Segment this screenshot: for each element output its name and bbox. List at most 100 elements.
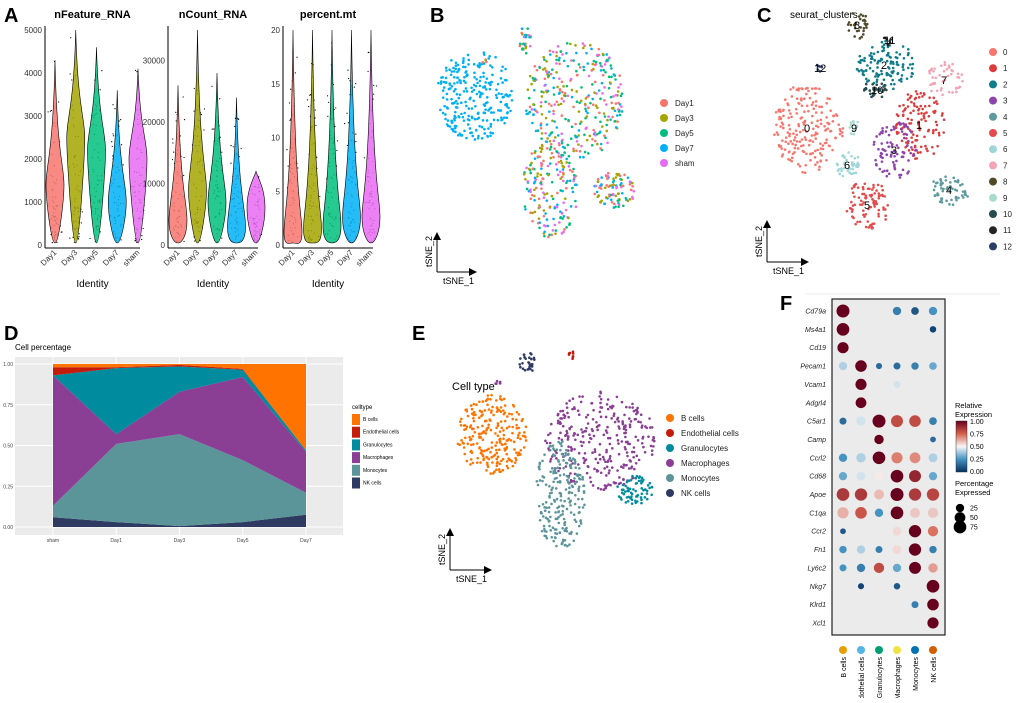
tsne-point (915, 92, 919, 96)
tsne-point (885, 73, 889, 77)
tsne-point (859, 203, 862, 206)
tsne-point (610, 200, 614, 204)
tsne-point (457, 96, 461, 100)
tsne-point (586, 465, 590, 469)
tsne-point (842, 162, 846, 166)
violin-point (230, 162, 232, 164)
tsne-point (793, 136, 797, 139)
tsne-point (880, 82, 884, 86)
tsne-point (931, 76, 934, 79)
expression-dot (891, 452, 903, 464)
tsne-point (911, 62, 915, 66)
tsne-point (605, 431, 609, 434)
tsne-point (882, 78, 886, 82)
tsne-point (496, 460, 499, 464)
tsne-point (808, 96, 812, 100)
tsne-point (849, 23, 853, 27)
tsne-point (800, 116, 804, 119)
tsne-point (607, 75, 611, 79)
tsne-point (856, 186, 860, 189)
tsne-point (458, 420, 462, 423)
y-tick-label: 4000 (24, 69, 42, 78)
tsne-point (536, 172, 540, 175)
tsne-point (862, 187, 865, 191)
tsne-point (939, 179, 943, 183)
color-scale-tick: 0.75 (970, 432, 984, 439)
tsne-point (549, 470, 552, 474)
tsne-point (561, 424, 565, 428)
tsne-point (807, 89, 810, 93)
tsne-point (612, 73, 616, 76)
tsne-point (599, 147, 602, 150)
tsne-point (456, 70, 459, 74)
tsne-point (605, 184, 608, 187)
tsne-point (614, 126, 618, 129)
tsne-point (641, 480, 644, 483)
tsne-point (961, 190, 965, 193)
tsne-point (564, 186, 568, 190)
tsne-point (881, 129, 884, 133)
tsne-point (781, 153, 785, 156)
tsne-point (953, 179, 957, 183)
tsne-point (558, 221, 561, 224)
tsne-point (876, 62, 879, 65)
tsne-point (947, 66, 951, 69)
tsne-point (473, 138, 477, 141)
tsne-point (486, 101, 489, 104)
tsne-point (524, 46, 527, 50)
tsne-point (445, 98, 449, 101)
tsne-point (859, 13, 863, 16)
violin-point (112, 155, 114, 157)
tsne-point (862, 26, 866, 30)
violin-sham (128, 68, 148, 244)
tsne-point (579, 99, 583, 103)
tsne-point (626, 500, 630, 503)
tsne-point (853, 195, 856, 198)
tsne-point (460, 112, 463, 116)
tsne-point (530, 108, 534, 111)
tsne-point (531, 167, 535, 170)
tsne-point (900, 77, 903, 81)
tsne-point (537, 197, 541, 201)
y-tick-label: 20000 (143, 118, 166, 127)
tsne-point (812, 107, 816, 111)
tsne-point (923, 105, 927, 108)
tsne-point (559, 189, 563, 192)
tsne-point (858, 220, 862, 224)
tsne-point (577, 134, 580, 137)
x-tick-label: Day3 (60, 248, 80, 268)
tsne-point (530, 365, 534, 368)
tsne-point (548, 445, 552, 448)
tsne-point (490, 446, 494, 449)
tsne-point (444, 81, 448, 84)
tsne-point (605, 129, 609, 133)
expression-dot (926, 488, 940, 501)
tsne-point (921, 95, 924, 98)
tsne-point (479, 75, 482, 79)
tsne-point (605, 58, 609, 62)
tsne-point (787, 116, 790, 120)
expression-dot (874, 434, 884, 445)
tsne-point (640, 424, 644, 427)
tsne-point (795, 97, 799, 100)
tsne-point (466, 414, 470, 418)
tsne-point (910, 118, 913, 122)
tsne-point (891, 142, 894, 146)
tsne-point (551, 197, 555, 201)
tsne-point (476, 117, 479, 121)
tsne-point (573, 502, 577, 506)
violin-point (112, 135, 115, 137)
tsne-point (544, 100, 547, 104)
tsne-point (593, 63, 597, 67)
legend-swatch (660, 159, 668, 167)
tsne-point (520, 31, 523, 35)
tsne-point (505, 111, 509, 115)
tsne-point (462, 89, 466, 93)
x-tick-label: Day7 (101, 248, 121, 268)
tsne-point (496, 118, 500, 122)
tsne-point (861, 185, 865, 189)
tsne-point (492, 111, 495, 114)
tsne-point (565, 429, 569, 433)
tsne-point (569, 504, 572, 507)
tsne-point (941, 189, 945, 193)
